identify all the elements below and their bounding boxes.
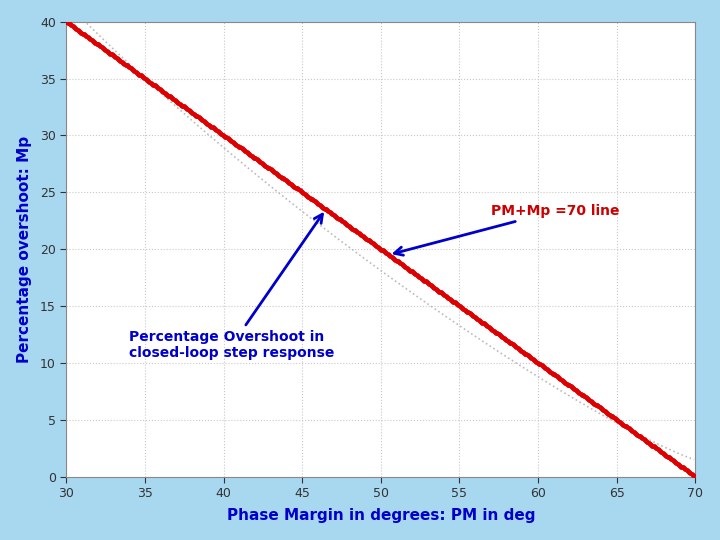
Text: Percentage Overshoot in
closed-loop step response: Percentage Overshoot in closed-loop step… (129, 214, 335, 360)
Text: PM+Mp =70 line: PM+Mp =70 line (395, 204, 619, 255)
Y-axis label: Percentage overshoot: Mp: Percentage overshoot: Mp (17, 136, 32, 363)
X-axis label: Phase Margin in degrees: PM in deg: Phase Margin in degrees: PM in deg (227, 508, 535, 523)
